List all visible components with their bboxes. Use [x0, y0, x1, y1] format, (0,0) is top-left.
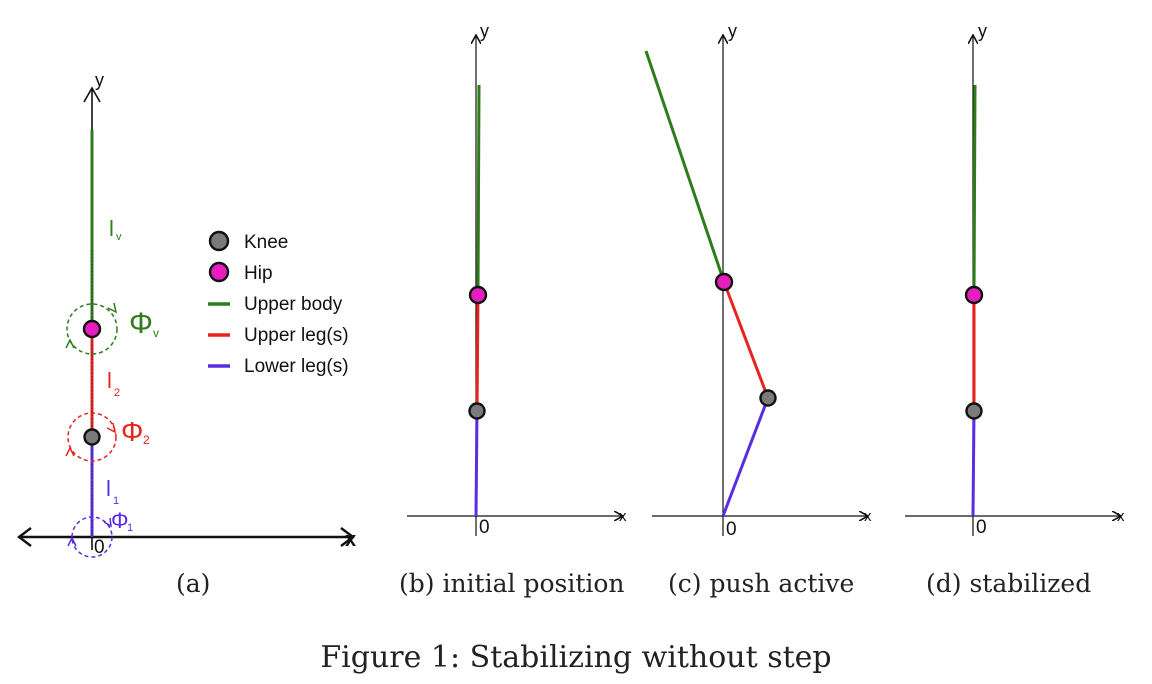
legend-knee-label: Knee	[244, 232, 288, 253]
panel-a-hip-joint	[82, 319, 102, 339]
panel-b-origin: 0	[479, 517, 490, 538]
panel-d: y x 0 (d) stabilized	[905, 21, 1125, 598]
panel-d-hip-joint	[964, 285, 984, 305]
phi-v-arrowhead	[107, 302, 118, 314]
panel-d-knee-joint	[965, 402, 983, 420]
label-l-2: l	[107, 368, 112, 393]
phi-2-arrowhead-2	[65, 446, 75, 457]
legend-upper-leg-label: Upper leg(s)	[244, 325, 349, 346]
panel-c-upper-body	[644, 50, 726, 283]
panel-c-y-label: y	[728, 21, 737, 41]
panel-b-knee-joint	[468, 402, 486, 420]
panel-a-origin: 0	[94, 537, 105, 558]
panel-a-y-arrow	[83, 86, 101, 103]
panel-b-x-label: x	[619, 508, 627, 525]
panel-b-upper-leg	[475, 294, 480, 412]
figure-caption: Figure 1: Stabilizing without step	[320, 640, 831, 675]
legend: Knee Hip Upper body Upper leg(s) Lower l…	[208, 230, 349, 377]
label-phi-2: Φ	[121, 416, 143, 447]
label-phi-v-sub: v	[153, 326, 159, 340]
label-l-1: l	[106, 476, 111, 501]
panel-a-caption: (a)	[176, 569, 210, 598]
panel-b-y-label: y	[480, 21, 489, 41]
panel-c: y x 0 (c) push active	[644, 21, 872, 598]
panel-a-x-label: x	[345, 529, 356, 551]
label-l-2-sub: 2	[114, 387, 120, 399]
panel-b-caption: (b) initial position	[399, 569, 625, 598]
label-l-v-sub: v	[116, 231, 122, 243]
panel-d-lower-leg	[971, 410, 976, 517]
panel-d-x-label: x	[1117, 508, 1125, 525]
label-l-1-sub: 1	[113, 495, 119, 507]
panel-b-hip-joint	[468, 285, 488, 305]
panel-c-origin: 0	[726, 519, 737, 540]
panel-a-y-label: y	[95, 70, 104, 90]
phi-v-rotation-circle	[66, 303, 118, 355]
panel-b-lower-leg	[474, 410, 479, 517]
legend-knee-marker	[208, 230, 230, 252]
legend-lower-leg-label: Lower leg(s)	[244, 356, 349, 377]
label-phi-1-sub: 1	[127, 522, 133, 534]
panel-d-origin: 0	[976, 517, 987, 538]
panel-c-x-label: x	[864, 508, 872, 525]
panel-c-lower-leg	[721, 397, 770, 517]
panel-d-y-label: y	[978, 21, 987, 41]
panel-b: y x 0 (b) initial position	[399, 21, 627, 598]
panel-a-knee-joint	[83, 428, 101, 446]
legend-hip-label: Hip	[244, 263, 273, 284]
panel-a: y x 0 l v l 2 l 1 Φ v Φ 2 Φ 1 (a)	[17, 70, 356, 598]
panel-c-caption: (c) push active	[668, 569, 854, 598]
phi-2-rotation-circle	[67, 412, 117, 462]
label-phi-v: Φ	[129, 307, 153, 340]
label-l-v: l	[109, 216, 114, 241]
phi-2-arrowhead	[106, 422, 117, 434]
phi-1-arrowhead	[103, 517, 112, 528]
phi-1-rotation-circle	[71, 516, 113, 558]
panel-a-x-arrow-right	[340, 527, 355, 547]
label-phi-2-sub: 2	[143, 433, 150, 447]
legend-upper-body-label: Upper body	[244, 294, 343, 315]
panel-c-knee-joint	[759, 389, 777, 407]
panel-d-upper-body	[972, 84, 977, 296]
panel-b-upper-body	[476, 84, 481, 296]
panel-c-hip-joint	[714, 272, 734, 292]
panel-c-upper-leg	[722, 281, 770, 399]
panel-d-caption: (d) stabilized	[926, 569, 1091, 598]
panel-a-x-arrow-left	[17, 527, 32, 547]
phi-1-arrowhead-2	[67, 536, 77, 547]
phi-v-arrowhead-2	[65, 338, 75, 349]
label-phi-1: Φ	[111, 508, 129, 533]
legend-hip-marker	[208, 261, 230, 283]
